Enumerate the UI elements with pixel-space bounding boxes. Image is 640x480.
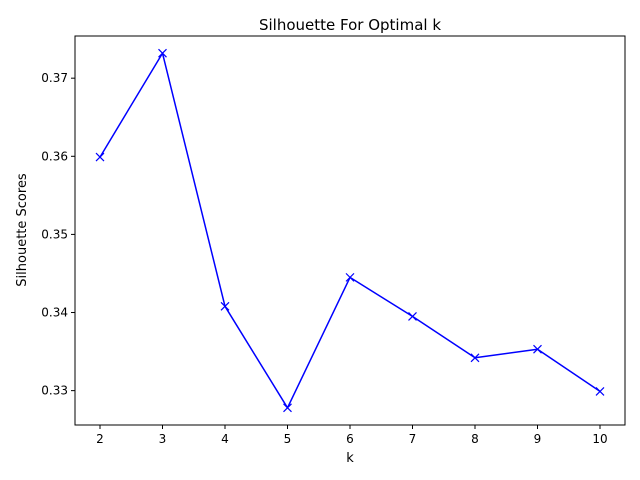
x-tick-label: 4: [221, 432, 229, 446]
x-tick-label: 2: [96, 432, 104, 446]
y-tick-label: 0.36: [41, 149, 68, 163]
data-point-marker: [220, 301, 230, 311]
chart-title: Silhouette For Optimal k: [259, 16, 441, 34]
y-axis-label: Silhouette Scores: [15, 173, 30, 287]
data-point-marker: [283, 403, 292, 413]
x-tick-label: 6: [346, 432, 354, 446]
x-tick-label: 9: [534, 432, 542, 446]
y-tick-label: 0.35: [41, 227, 68, 241]
x-tick-label: 5: [284, 432, 292, 446]
data-point-marker: [345, 272, 355, 282]
data-point-marker: [470, 353, 480, 363]
x-tick-label: 7: [409, 432, 417, 446]
data-point-marker: [408, 311, 417, 321]
y-tick-label: 0.34: [41, 306, 68, 320]
y-tick-label: 0.33: [41, 384, 68, 398]
series-line: [99, 52, 601, 409]
data-point-marker: [158, 48, 167, 58]
x-tick-label: 3: [159, 432, 167, 446]
plot-area: 2 3 4 5 6 7 8 9 10 0.33 0.34 0.35 0.36 0.37: [41, 35, 626, 446]
axes-frame: [74, 35, 626, 426]
x-axis-label: k: [346, 451, 354, 466]
x-tick-label: 8: [471, 432, 479, 446]
data-point-marker: [95, 152, 105, 162]
data-point-marker: [533, 344, 542, 354]
data-point-marker: [595, 386, 605, 396]
x-tick-label: 10: [592, 432, 607, 446]
y-tick-label: 0.37: [41, 71, 68, 85]
